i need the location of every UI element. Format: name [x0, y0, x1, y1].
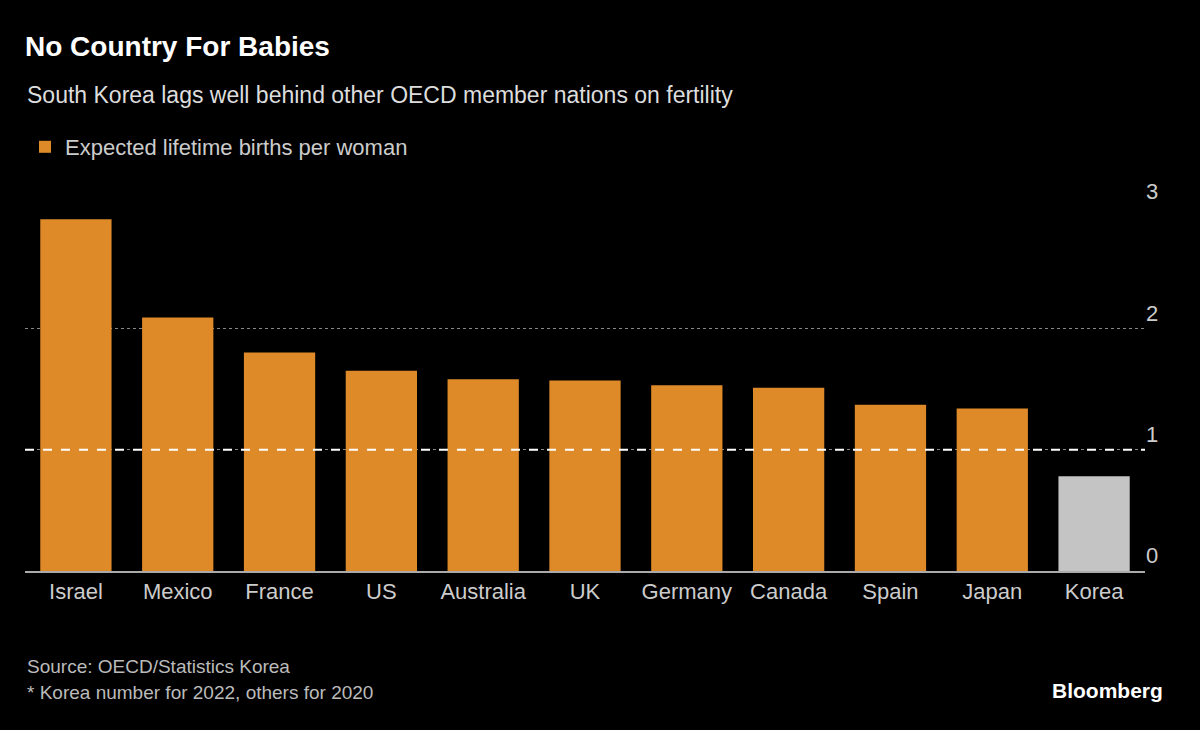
- svg-text:1: 1: [1146, 422, 1158, 447]
- svg-text:France: France: [245, 579, 313, 604]
- svg-text:Israel: Israel: [49, 579, 103, 604]
- svg-text:US: US: [366, 579, 397, 604]
- svg-text:Expected lifetime births per w: Expected lifetime births per woman: [65, 135, 407, 160]
- svg-text:Korea: Korea: [1065, 579, 1124, 604]
- svg-text:Australia: Australia: [440, 579, 526, 604]
- svg-text:Source: OECD/Statistics Korea: Source: OECD/Statistics Korea: [27, 656, 290, 677]
- svg-text:No Country For Babies: No Country For Babies: [25, 31, 330, 62]
- svg-text:UK: UK: [570, 579, 601, 604]
- svg-text:Spain: Spain: [862, 579, 918, 604]
- svg-text:Bloomberg: Bloomberg: [1052, 679, 1163, 702]
- svg-text:Japan: Japan: [962, 579, 1022, 604]
- svg-text:Germany: Germany: [642, 579, 732, 604]
- svg-text:Canada: Canada: [750, 579, 828, 604]
- svg-text:2: 2: [1146, 301, 1158, 326]
- svg-text:* Korea number for 2022, other: * Korea number for 2022, others for 2020: [27, 682, 373, 703]
- svg-text:Mexico: Mexico: [143, 579, 213, 604]
- svg-text:3: 3: [1146, 179, 1158, 204]
- svg-text:South Korea lags well behind o: South Korea lags well behind other OECD …: [27, 82, 733, 108]
- svg-text:0: 0: [1146, 543, 1158, 568]
